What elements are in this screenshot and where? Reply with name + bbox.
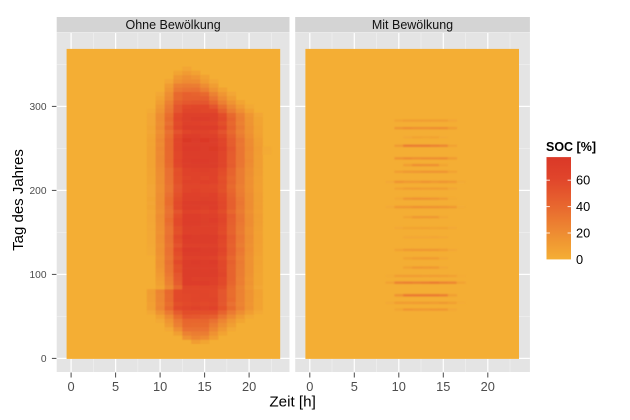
- svg-text:10: 10: [392, 379, 406, 394]
- svg-text:Mit Bewölkung: Mit Bewölkung: [372, 18, 453, 32]
- svg-text:60: 60: [576, 173, 590, 188]
- svg-text:300: 300: [30, 102, 47, 113]
- svg-text:Ohne Bewölkung: Ohne Bewölkung: [125, 18, 220, 32]
- svg-text:20: 20: [576, 225, 590, 240]
- svg-text:15: 15: [197, 379, 211, 394]
- svg-text:20: 20: [242, 379, 256, 394]
- svg-text:Zeit [h]: Zeit [h]: [269, 394, 315, 411]
- svg-text:100: 100: [30, 270, 47, 281]
- svg-text:5: 5: [351, 379, 358, 394]
- svg-text:20: 20: [481, 379, 495, 394]
- svg-text:5: 5: [112, 379, 119, 394]
- svg-text:0: 0: [576, 252, 583, 267]
- svg-text:0: 0: [41, 354, 47, 365]
- svg-text:0: 0: [306, 379, 313, 394]
- svg-text:10: 10: [153, 379, 167, 394]
- svg-text:Tag des Jahres: Tag des Jahres: [10, 149, 27, 251]
- svg-text:SOC [%]: SOC [%]: [546, 140, 596, 154]
- svg-text:0: 0: [68, 379, 75, 394]
- svg-text:15: 15: [436, 379, 450, 394]
- svg-text:200: 200: [30, 186, 47, 197]
- svg-text:40: 40: [576, 199, 590, 214]
